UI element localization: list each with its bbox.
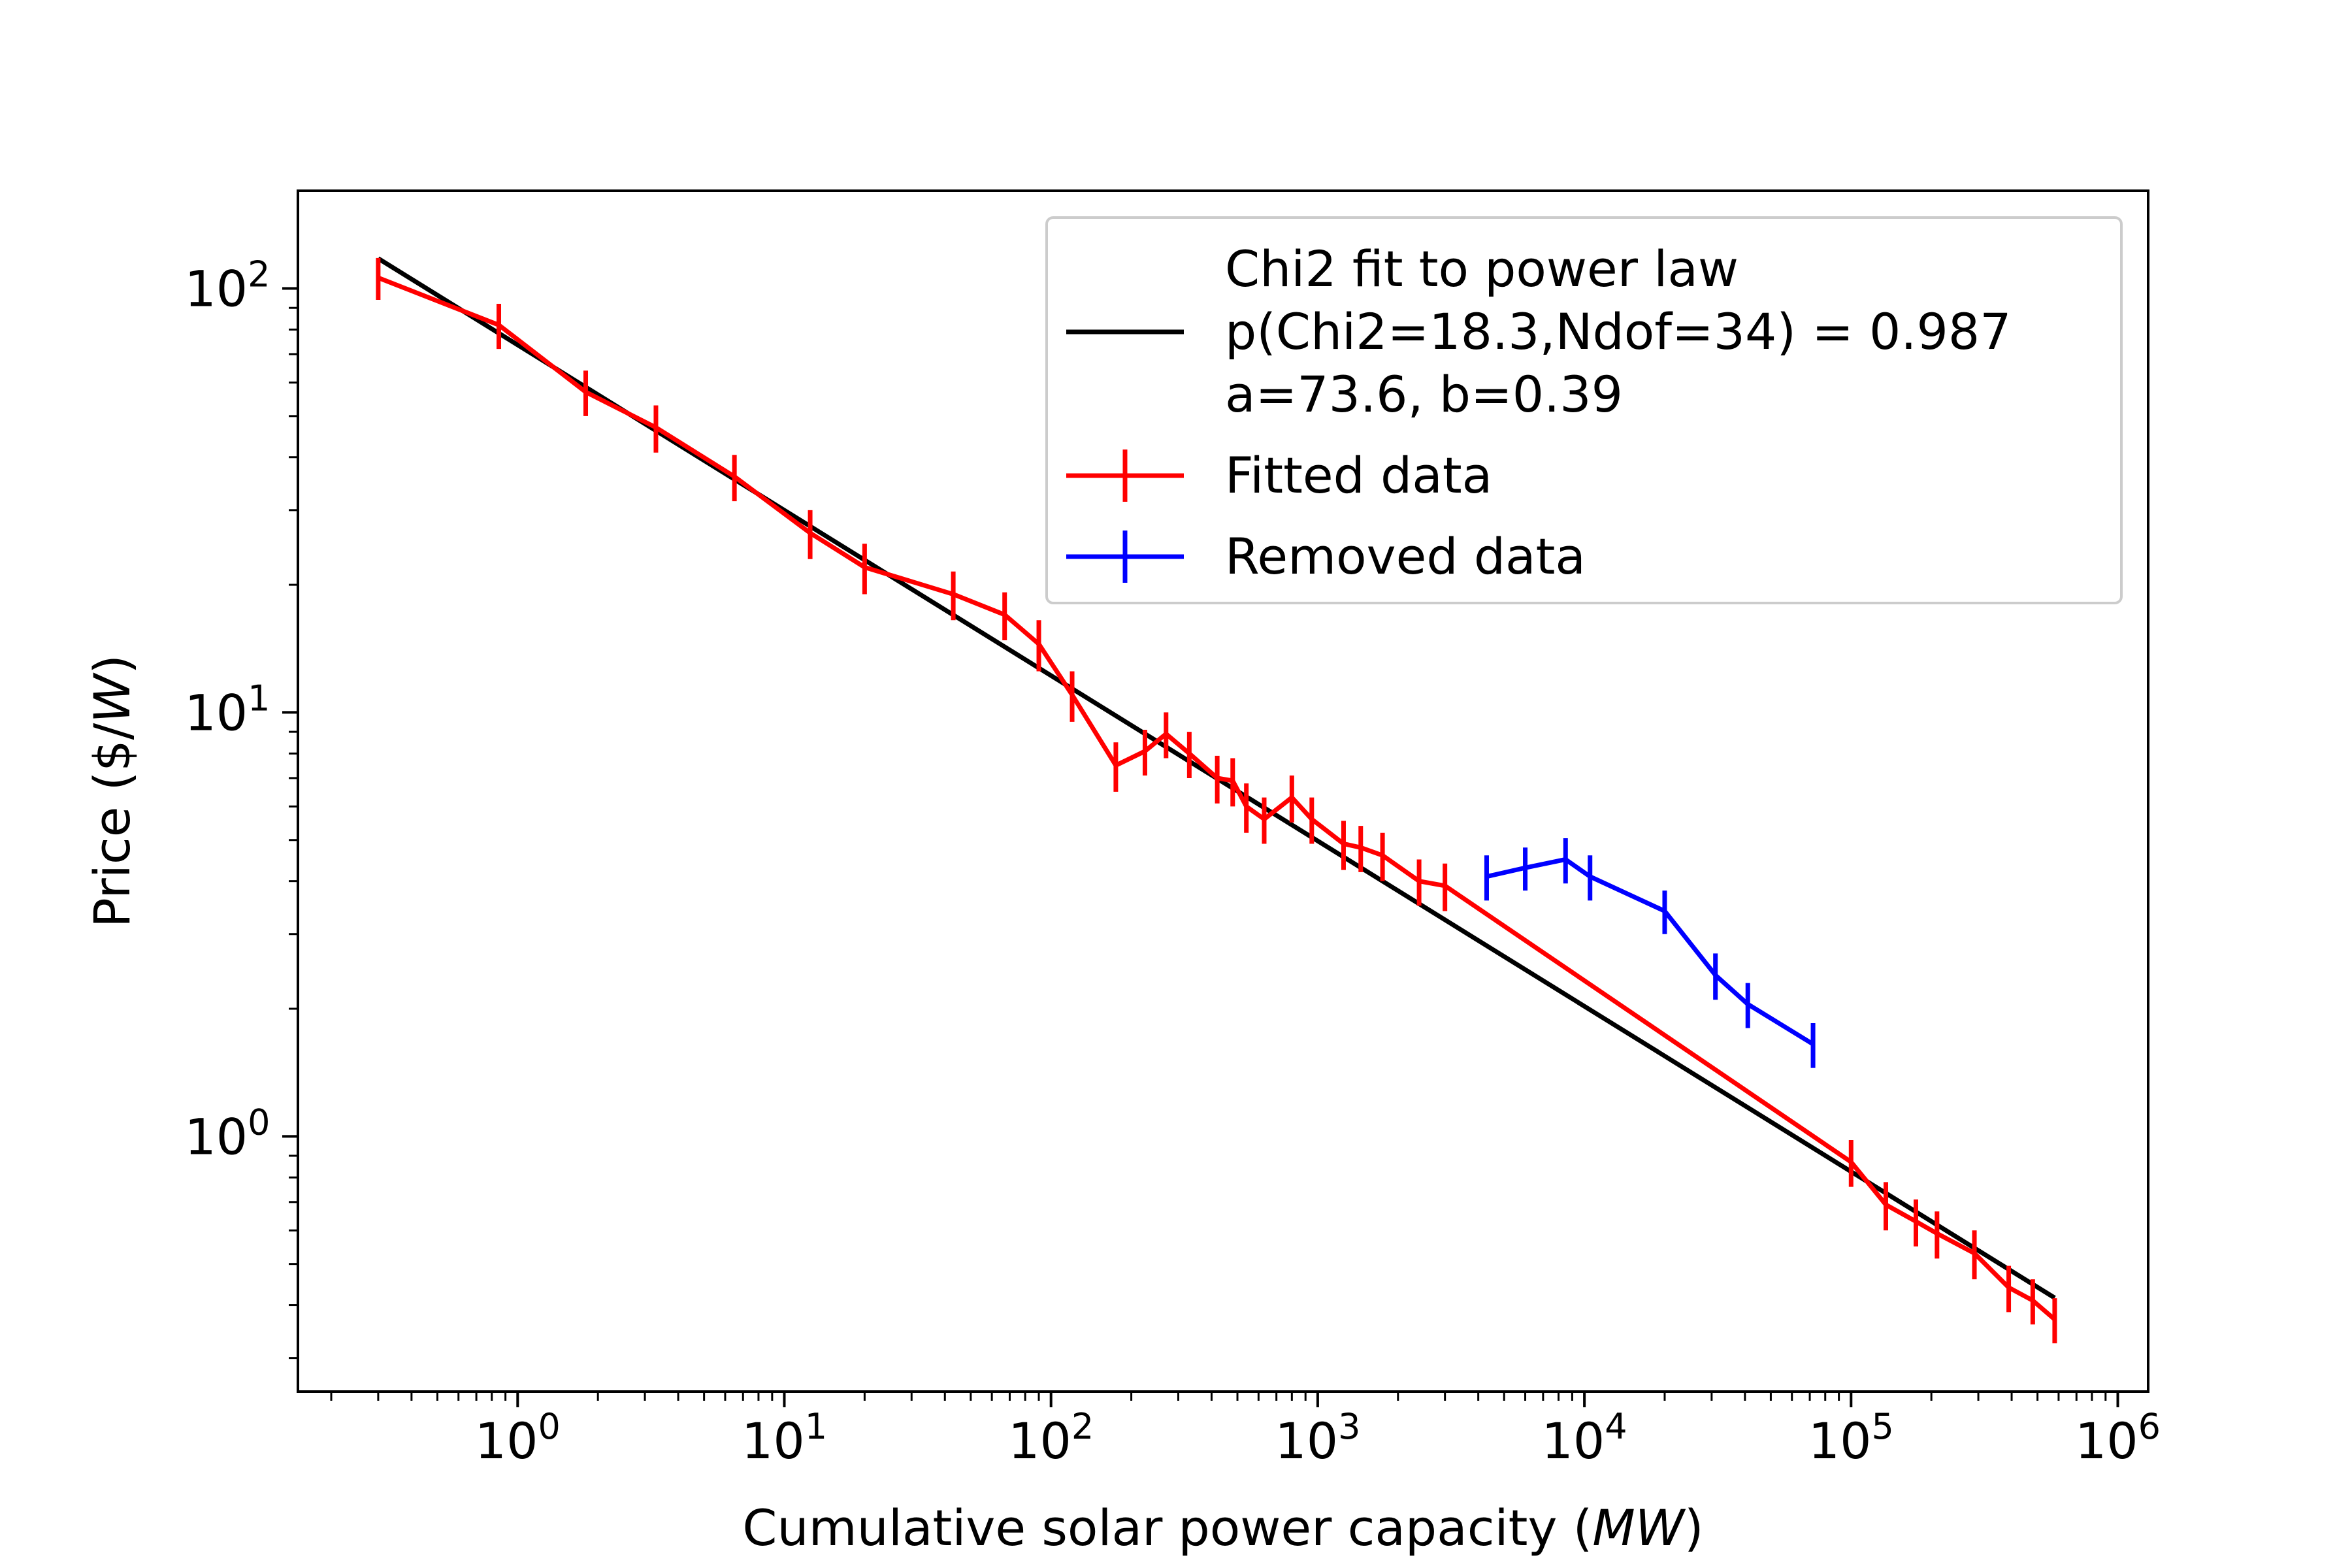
x-tick-label-base: 10 xyxy=(1542,1412,1605,1470)
x-axis-label-prefix: Cumulative solar power capacity ( xyxy=(742,1499,1592,1557)
x-tick-label: 103 xyxy=(1275,1406,1360,1470)
x-tick-label-exp: 2 xyxy=(1071,1406,1094,1447)
x-tick-label-base: 10 xyxy=(475,1412,538,1470)
x-tick-label: 101 xyxy=(742,1406,827,1470)
x-tick-label-exp: 3 xyxy=(1338,1406,1360,1447)
x-tick-label-base: 10 xyxy=(2075,1412,2138,1470)
y-axis-label: Price ($/W) xyxy=(83,655,141,928)
x-tick-label-exp: 6 xyxy=(2138,1406,2161,1447)
legend-text: a=73.6, b=0.39 xyxy=(1225,365,1623,423)
y-tick-label-exp: 2 xyxy=(248,254,270,295)
series-line xyxy=(1486,857,1814,1047)
x-tick-label-exp: 5 xyxy=(1871,1406,1893,1447)
x-tick-label-base: 10 xyxy=(742,1412,805,1470)
series-0 xyxy=(376,257,2057,1344)
y-tick-label-base: 10 xyxy=(184,260,248,318)
y-axis-label-prefix: Price ($/ xyxy=(83,723,141,928)
x-tick-label-exp: 4 xyxy=(1605,1406,1627,1447)
legend-box xyxy=(1045,216,2123,604)
x-axis-label-suffix: ) xyxy=(1684,1499,1704,1557)
y-tick-label: 102 xyxy=(184,254,270,318)
legend-text: p(Chi2=18.3,Ndof=34) = 0.987 xyxy=(1225,302,2012,361)
legend-entry-2: Removed data xyxy=(1066,527,1586,585)
legend: Chi2 fit to power lawp(Chi2=18.3,Ndof=34… xyxy=(1045,216,2123,604)
y-tick-label: 101 xyxy=(184,678,270,742)
y-axis-label-unit: W xyxy=(83,672,141,723)
y-tick-label-exp: 0 xyxy=(248,1102,270,1143)
x-axis-label-unit: MW xyxy=(1592,1499,1686,1557)
x-tick-label: 102 xyxy=(1008,1406,1094,1470)
y-tick-label: 100 xyxy=(184,1102,270,1166)
x-tick-label-base: 10 xyxy=(1808,1412,1872,1470)
legend-entry-1: Fitted data xyxy=(1066,446,1492,504)
x-tick-label: 100 xyxy=(475,1406,561,1470)
legend-text: Chi2 fit to power law xyxy=(1225,240,1739,298)
x-axis-label: Cumulative solar power capacity (MW) xyxy=(742,1499,1703,1557)
y-axis-label-suffix: ) xyxy=(83,655,141,674)
series-1 xyxy=(1484,838,1816,1068)
x-tick-label: 106 xyxy=(2075,1406,2161,1470)
legend-text: Removed data xyxy=(1225,527,1586,585)
x-tick-label-base: 10 xyxy=(1008,1412,1071,1470)
legend-text: Fitted data xyxy=(1225,446,1492,504)
series-line xyxy=(377,275,2057,1322)
x-tick-label-base: 10 xyxy=(1275,1412,1338,1470)
y-tick-label-base: 10 xyxy=(184,683,248,742)
x-tick-label-exp: 0 xyxy=(538,1406,560,1447)
plot-frame xyxy=(297,189,2149,1393)
y-tick-label-base: 10 xyxy=(184,1107,248,1166)
series-layer xyxy=(376,257,2057,1344)
x-tick-label-exp: 1 xyxy=(805,1406,827,1447)
x-tick-label: 105 xyxy=(1808,1406,1894,1470)
y-tick-label-exp: 1 xyxy=(248,678,270,719)
legend-entry-0: Chi2 fit to power lawp(Chi2=18.3,Ndof=34… xyxy=(1066,240,2012,423)
x-tick-label: 104 xyxy=(1542,1406,1627,1470)
